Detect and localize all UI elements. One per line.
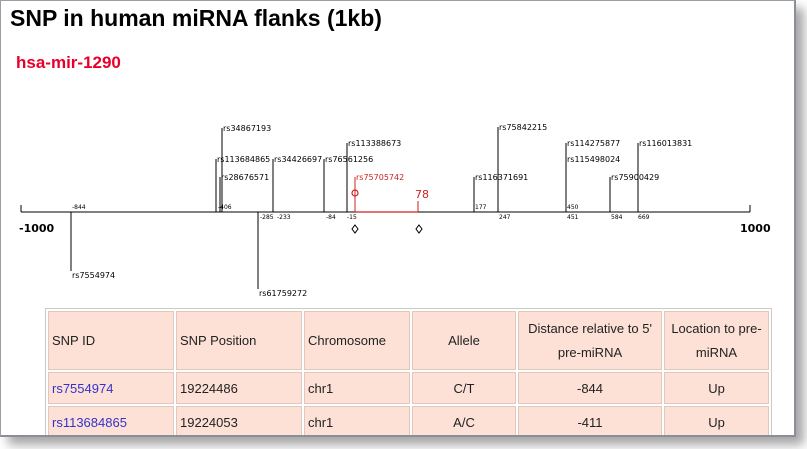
- cell-snp-position: 19224053: [176, 406, 302, 435]
- snp-label: rs75900429: [611, 173, 659, 182]
- cell-distance: -844: [518, 372, 662, 404]
- snp-label: rs115498024: [567, 155, 620, 164]
- snp-id-link[interactable]: rs7554974: [52, 380, 114, 396]
- axis-left-end-label: -1000: [19, 222, 55, 235]
- tick-label: -15: [347, 214, 357, 221]
- snp-label: rs75842215: [499, 123, 547, 132]
- snp-label-below: rs61759272: [259, 289, 307, 298]
- page-title: SNP in human miRNA flanks (1kb): [10, 5, 382, 31]
- tick-label: -406: [218, 204, 232, 211]
- precursor-start-marker: [351, 224, 359, 234]
- cell-chromosome: chr1: [304, 406, 410, 435]
- tick-label: -285: [260, 214, 274, 221]
- tick-label: -233: [277, 214, 291, 221]
- cell-chromosome: chr1: [304, 372, 410, 404]
- snp-label: rs114275877: [567, 139, 620, 148]
- snp-label: rs76561256: [325, 155, 373, 164]
- header-distance: Distance relative to 5' pre-miRNA: [518, 311, 662, 370]
- cell-allele: A/C: [412, 406, 516, 435]
- cell-snp-id: rs113684865: [48, 406, 174, 435]
- header-chromosome: Chromosome: [304, 311, 410, 370]
- tick-label: -84: [326, 214, 336, 221]
- tick-label: 451: [567, 214, 579, 221]
- snp-label: rs116371691: [475, 173, 528, 182]
- mirna-name: hsa-mir-1290: [16, 53, 121, 72]
- tick-label: -844: [72, 204, 86, 211]
- tick-label: 669: [638, 214, 650, 221]
- header-location: Location to pre-miRNA: [664, 311, 769, 370]
- table-row: rs113684865 19224053 chr1 A/C -411 Up: [48, 406, 769, 435]
- highlighted-snp-label: rs75705742: [356, 173, 404, 182]
- snp-label: rs34426697: [274, 155, 322, 164]
- table-header-row: SNP ID SNP Position Chromosome Allele Di…: [48, 311, 769, 370]
- snp-id-link[interactable]: rs113684865: [52, 414, 127, 430]
- snp-label: rs113388673: [348, 139, 401, 148]
- header-allele: Allele: [412, 311, 516, 370]
- snp-position-diagram: -1000 1000 -844 -406 -285 -233 -84 -15 1…: [19, 123, 771, 298]
- axis-right-end-label: 1000: [740, 222, 771, 235]
- snp-label: rs28676571: [221, 173, 269, 182]
- cell-snp-position: 19224486: [176, 372, 302, 404]
- header-snp-id: SNP ID: [48, 311, 174, 370]
- cell-location: Up: [664, 372, 769, 404]
- tick-label: 177: [475, 204, 487, 211]
- highlighted-snp-marker: [351, 189, 359, 197]
- cell-snp-id: rs7554974: [48, 372, 174, 404]
- precursor-end-marker: [415, 224, 423, 234]
- tick-label: 247: [499, 214, 511, 221]
- tick-label: 450: [567, 204, 579, 211]
- snp-table: SNP ID SNP Position Chromosome Allele Di…: [45, 308, 772, 435]
- snp-label-below: rs7554974: [72, 271, 115, 280]
- snp-label: rs116013831: [639, 139, 692, 148]
- header-snp-position: SNP Position: [176, 311, 302, 370]
- cell-location: Up: [664, 406, 769, 435]
- tick-label: 584: [611, 214, 623, 221]
- precursor-length-label: 78: [415, 188, 429, 201]
- page-frame: SNP in human miRNA flanks (1kb) hsa-mir-…: [0, 0, 796, 437]
- snp-label: rs34867193: [223, 124, 271, 133]
- cell-distance: -411: [518, 406, 662, 435]
- table-row: rs7554974 19224486 chr1 C/T -844 Up: [48, 372, 769, 404]
- snp-label: rs113684865: [217, 155, 270, 164]
- cell-allele: C/T: [412, 372, 516, 404]
- tick-label: -285: [260, 214, 274, 221]
